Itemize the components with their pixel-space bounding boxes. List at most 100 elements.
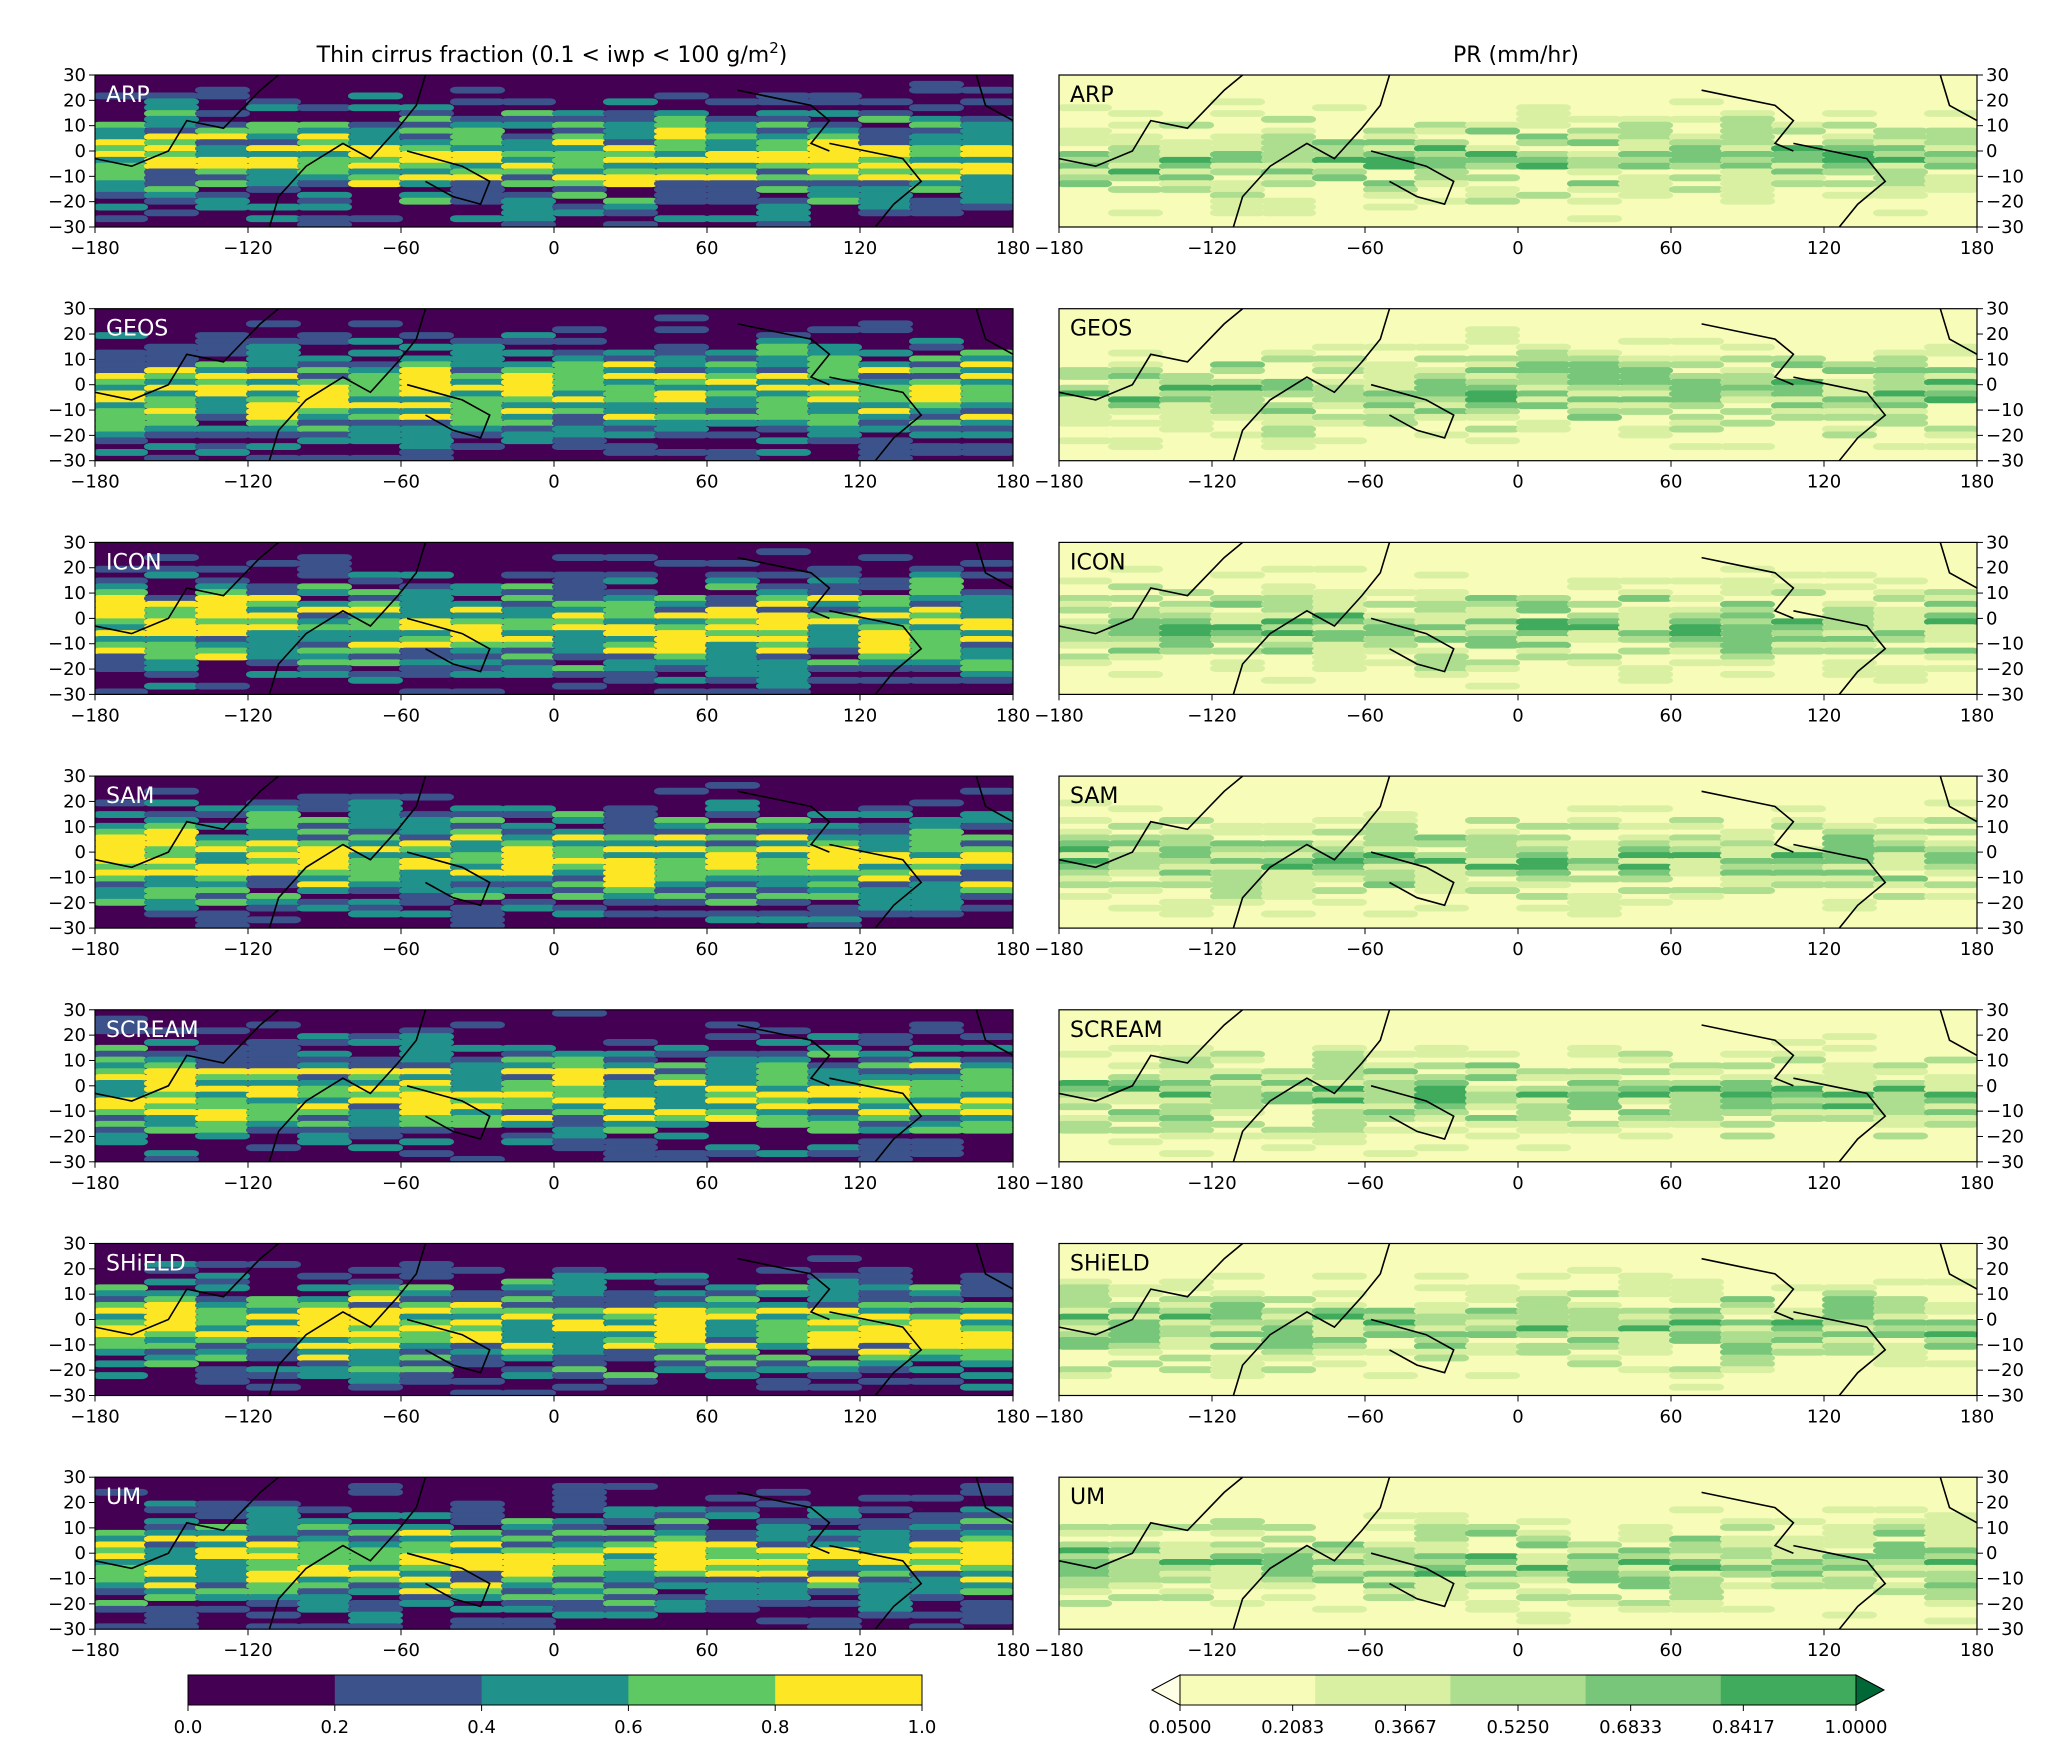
- right-panel-shield: SHiELD −180 −120 −60 0 60 120 180 30 20 10 0 −10 −20 −…: [1034, 1234, 2024, 1428]
- x-tick-label: 180: [996, 1173, 1030, 1194]
- y-tick-label: 30: [63, 532, 86, 553]
- y-tick-label: 0: [75, 141, 86, 162]
- x-tick-label: 0: [548, 1640, 559, 1661]
- y-tick-label: −20: [48, 893, 86, 914]
- y-tick-label: 30: [63, 65, 86, 86]
- x-tick-label: 0: [1512, 939, 1523, 960]
- y-tick-label: 20: [63, 1259, 86, 1280]
- x-tick-label: 60: [696, 1407, 719, 1428]
- y-tick-label: −20: [1986, 893, 2024, 914]
- panel-label: SHiELD: [106, 1252, 186, 1277]
- y-tick-label: 10: [63, 583, 86, 604]
- colorbar-tick-label: 1.0: [908, 1717, 937, 1738]
- panel-label: SCREAM: [106, 1018, 199, 1043]
- x-tick-label: 0: [1512, 1640, 1523, 1661]
- right-panel-arp: ARP −180 −120 −60 0 60 120 180 30 20 10 0 −10 −20 −30: [1034, 65, 2024, 259]
- x-tick-label: 60: [696, 1640, 719, 1661]
- x-tick-label: −120: [1187, 705, 1236, 726]
- panel-label: SAM: [106, 784, 154, 809]
- y-tick-label: 20: [1986, 1025, 2009, 1046]
- y-tick-label: 30: [63, 766, 86, 787]
- y-tick-label: 0: [1986, 1076, 1997, 1097]
- x-tick-label: −120: [1187, 1173, 1236, 1194]
- y-tick-label: 30: [1986, 532, 2009, 553]
- left-panel-shield: SHiELD −180 −120 −60 0 60 120 180 30 20 10 0 −10 −20 −…: [48, 1234, 1030, 1428]
- y-tick-label: −10: [1986, 634, 2024, 655]
- y-tick-label: −20: [48, 1126, 86, 1147]
- x-tick-label: 180: [1960, 705, 1994, 726]
- x-tick-label: −60: [1346, 1173, 1384, 1194]
- y-tick-label: 10: [1986, 1050, 2009, 1071]
- panel-label: ICON: [106, 550, 162, 575]
- y-tick-label: −30: [1986, 918, 2024, 939]
- x-tick-label: 120: [843, 1640, 877, 1661]
- y-tick-label: −20: [1986, 425, 2024, 446]
- y-tick-label: −30: [1986, 1152, 2024, 1173]
- colorbar-swatch: [775, 1675, 923, 1705]
- y-tick-label: −10: [48, 1101, 86, 1122]
- colorbar-tick-label: 1.0000: [1825, 1717, 1888, 1738]
- x-tick-label: −60: [382, 1640, 420, 1661]
- x-tick-label: 180: [1960, 1407, 1994, 1428]
- panel-label: UM: [1070, 1485, 1105, 1510]
- y-tick-label: 30: [63, 299, 86, 320]
- colorbar-swatch: [1585, 1675, 1722, 1705]
- x-tick-label: 0: [1512, 1407, 1523, 1428]
- x-tick-label: −180: [1034, 1173, 1083, 1194]
- x-tick-label: 60: [1660, 705, 1683, 726]
- colorbar-swatch: [481, 1675, 629, 1705]
- y-tick-label: 10: [1986, 349, 2009, 370]
- x-tick-label: −120: [223, 939, 272, 960]
- x-tick-label: −60: [1346, 939, 1384, 960]
- y-tick-label: −10: [48, 634, 86, 655]
- x-tick-label: 120: [1807, 472, 1841, 493]
- colorbar-tick-label: 0.2083: [1261, 1717, 1324, 1738]
- panel-label: SCREAM: [1070, 1018, 1163, 1043]
- colorbar-swatch: [1720, 1675, 1857, 1705]
- x-tick-label: −180: [70, 939, 119, 960]
- y-tick-label: 20: [63, 1493, 86, 1514]
- colorbar-tick-label: 0.3667: [1374, 1717, 1437, 1738]
- y-tick-label: 30: [1986, 766, 2009, 787]
- colorbar-swatch: [1315, 1675, 1451, 1705]
- x-tick-label: 60: [1660, 472, 1683, 493]
- y-tick-label: 30: [1986, 65, 2009, 86]
- y-tick-label: 10: [1986, 116, 2009, 137]
- y-tick-label: 0: [1986, 842, 1997, 863]
- left-panel-arp: ARP −180 −120 −60 0 60 120 180 30 20 10 0 −10 −20 −30: [48, 65, 1030, 259]
- y-tick-label: 10: [1986, 1284, 2009, 1305]
- x-tick-label: 60: [1660, 238, 1683, 259]
- right-panel-sam: SAM −180 −120 −60 0 60 120 180 30 20 10 0 −10 −20 −30: [1034, 766, 2024, 960]
- x-tick-label: 120: [1807, 1640, 1841, 1661]
- panel-label: ARP: [1070, 83, 1114, 108]
- y-tick-label: 10: [1986, 1518, 2009, 1539]
- x-tick-label: −60: [382, 472, 420, 493]
- x-tick-label: 0: [548, 238, 559, 259]
- y-tick-label: −30: [48, 1152, 86, 1173]
- x-tick-label: 120: [843, 939, 877, 960]
- y-tick-label: 0: [75, 1310, 86, 1331]
- y-tick-label: −20: [48, 192, 86, 213]
- y-tick-label: 10: [1986, 583, 2009, 604]
- y-tick-label: 30: [1986, 1234, 2009, 1255]
- x-tick-label: 60: [1660, 1640, 1683, 1661]
- y-tick-label: −20: [1986, 659, 2024, 680]
- x-tick-label: −60: [1346, 472, 1384, 493]
- x-tick-label: 180: [996, 705, 1030, 726]
- y-tick-label: 10: [63, 1284, 86, 1305]
- panel-label: GEOS: [106, 317, 168, 342]
- x-tick-label: 0: [1512, 1173, 1523, 1194]
- y-tick-label: −30: [48, 684, 86, 705]
- x-tick-label: −180: [70, 472, 119, 493]
- x-tick-label: 0: [548, 1407, 559, 1428]
- y-tick-label: −20: [1986, 192, 2024, 213]
- y-tick-label: −30: [1986, 217, 2024, 238]
- x-tick-label: −180: [70, 1173, 119, 1194]
- y-tick-label: 20: [1986, 324, 2009, 345]
- x-tick-label: 120: [1807, 939, 1841, 960]
- x-tick-label: −120: [1187, 472, 1236, 493]
- left-panel-geos: GEOS −180 −120 −60 0 60 120 180 30 20 10 0 −10 −20 −30: [48, 299, 1030, 493]
- right-panel-um: UM −180 −120 −60 0 60 120 180 30 20 10 0 −10 −20 −30: [1034, 1467, 2024, 1661]
- x-tick-label: 60: [696, 238, 719, 259]
- x-tick-label: −180: [1034, 238, 1083, 259]
